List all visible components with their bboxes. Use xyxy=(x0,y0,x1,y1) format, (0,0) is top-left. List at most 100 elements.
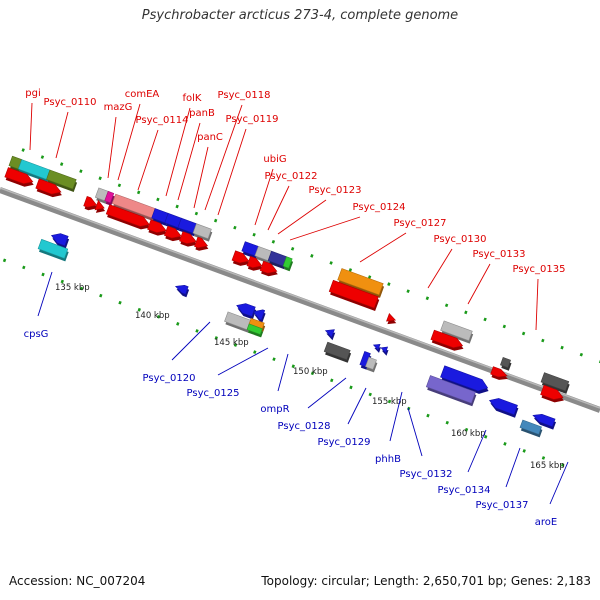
bottom-label-leader xyxy=(171,321,211,361)
tick-mark xyxy=(329,261,333,265)
tick-mark xyxy=(60,279,64,284)
bottom-label-leader xyxy=(307,377,347,409)
tick-mark xyxy=(464,427,469,432)
bottom-label-leader xyxy=(217,347,269,376)
kbp-label: 140 kbp xyxy=(135,311,170,321)
gene-blue-j-shadow xyxy=(374,347,381,353)
gene-blue-n xyxy=(488,398,518,416)
top-gene-label: folK xyxy=(183,93,202,104)
tick-mark xyxy=(137,307,141,312)
top-gene-label: Psyc_0127 xyxy=(394,218,447,229)
top-label-leader xyxy=(289,216,361,241)
tick-mark xyxy=(118,300,122,305)
tick-mark xyxy=(348,268,353,272)
tick-mark xyxy=(425,296,430,301)
tick-mark xyxy=(387,282,391,286)
bottom-gene-label: Psyc_0134 xyxy=(438,485,491,496)
bottom-label-leader xyxy=(467,429,487,473)
tick-mark xyxy=(541,456,546,460)
top-label-leader xyxy=(467,263,491,305)
gene-olive xyxy=(46,169,77,190)
gene-grey-d xyxy=(440,320,473,341)
gene-red-o xyxy=(430,329,464,349)
gene-blue-e xyxy=(50,233,69,247)
gene-dgrey-a xyxy=(500,357,511,369)
tick-mark xyxy=(176,322,180,326)
top-label-leader xyxy=(427,248,453,289)
gene-blue-j xyxy=(372,343,381,351)
top-gene-label: Psyc_0118 xyxy=(218,90,271,101)
kbp-label: 165 kbp xyxy=(530,461,565,471)
tick-mark xyxy=(214,336,218,340)
gene-red-a xyxy=(4,167,34,185)
bottom-label-leader xyxy=(277,353,289,392)
bottom-gene-label: Psyc_0128 xyxy=(278,421,331,432)
gene-grey-b xyxy=(192,223,212,239)
tick-mark xyxy=(483,317,487,322)
top-label-leader xyxy=(193,146,209,209)
bottom-gene-label: ompR xyxy=(260,404,289,415)
gene-dgrey-c xyxy=(323,341,351,361)
tick-mark xyxy=(272,357,276,362)
tick-mark xyxy=(41,272,45,277)
top-gene-label: comEA xyxy=(125,89,160,100)
top-label-leader xyxy=(535,278,539,331)
tick-mark xyxy=(503,442,507,446)
top-label-leader xyxy=(29,102,33,151)
bottom-label-leader xyxy=(389,391,403,442)
top-label-leader xyxy=(117,103,141,181)
top-gene-label: Psyc_0119 xyxy=(226,114,279,125)
tick-mark xyxy=(79,286,84,291)
top-gene-label: Psyc_0110 xyxy=(44,97,97,108)
top-gene-label: Psyc_0123 xyxy=(309,185,362,196)
bottom-label-leader xyxy=(407,407,423,457)
tick-mark xyxy=(99,293,103,298)
tick-mark xyxy=(117,183,122,188)
tick-mark xyxy=(233,343,238,347)
tick-mark xyxy=(271,239,276,244)
tick-mark xyxy=(560,345,564,350)
kbp-label: 150 kbp xyxy=(293,367,328,377)
gene-cyan-low xyxy=(37,238,69,259)
gene-blue-f xyxy=(174,284,189,295)
tick-mark xyxy=(2,258,7,263)
gene-red-j xyxy=(231,250,250,264)
bottom-label-leader xyxy=(347,387,367,425)
tick-mark xyxy=(541,338,545,343)
gene-red-b xyxy=(35,178,62,195)
gene-blue-o xyxy=(532,413,556,427)
top-gene-label: Psyc_0135 xyxy=(513,264,566,275)
gene-red-c xyxy=(83,196,98,208)
gene-orange xyxy=(337,268,384,296)
top-label-leader xyxy=(165,107,191,197)
top-gene-label: panB xyxy=(189,108,215,119)
gene-dgrey-b xyxy=(540,372,570,392)
gene-red-i xyxy=(194,236,209,249)
accession-text: Accession: NC_007204 xyxy=(9,574,146,588)
bottom-gene-label: Psyc_0129 xyxy=(318,437,371,448)
kbp-label: 160 kbp xyxy=(451,429,486,439)
gene-red-e xyxy=(105,204,150,227)
tick-mark xyxy=(233,225,237,230)
tick-mark xyxy=(291,364,295,369)
gene-magenta xyxy=(104,190,115,204)
tick-mark xyxy=(156,197,160,202)
gene-grey-f xyxy=(365,356,377,370)
top-gene-label: Psyc_0130 xyxy=(434,234,487,245)
bottom-label-leader xyxy=(549,461,569,505)
top-label-leader xyxy=(204,104,243,211)
kbp-label: 145 kbp xyxy=(214,338,249,348)
gene-red-d xyxy=(94,199,105,211)
tick-mark xyxy=(579,352,584,357)
gene-blue-g xyxy=(236,303,256,317)
tick-mark xyxy=(310,371,315,376)
gene-red-h xyxy=(179,231,197,244)
kbp-label: 155 kbp xyxy=(372,397,407,407)
tick-mark xyxy=(330,378,334,383)
gene-steel xyxy=(519,419,542,435)
map-title: Psychrobacter arcticus 273-4, complete g… xyxy=(141,8,459,23)
top-label-leader xyxy=(107,116,117,179)
gene-red-p xyxy=(490,366,508,378)
tick-mark xyxy=(290,246,295,251)
